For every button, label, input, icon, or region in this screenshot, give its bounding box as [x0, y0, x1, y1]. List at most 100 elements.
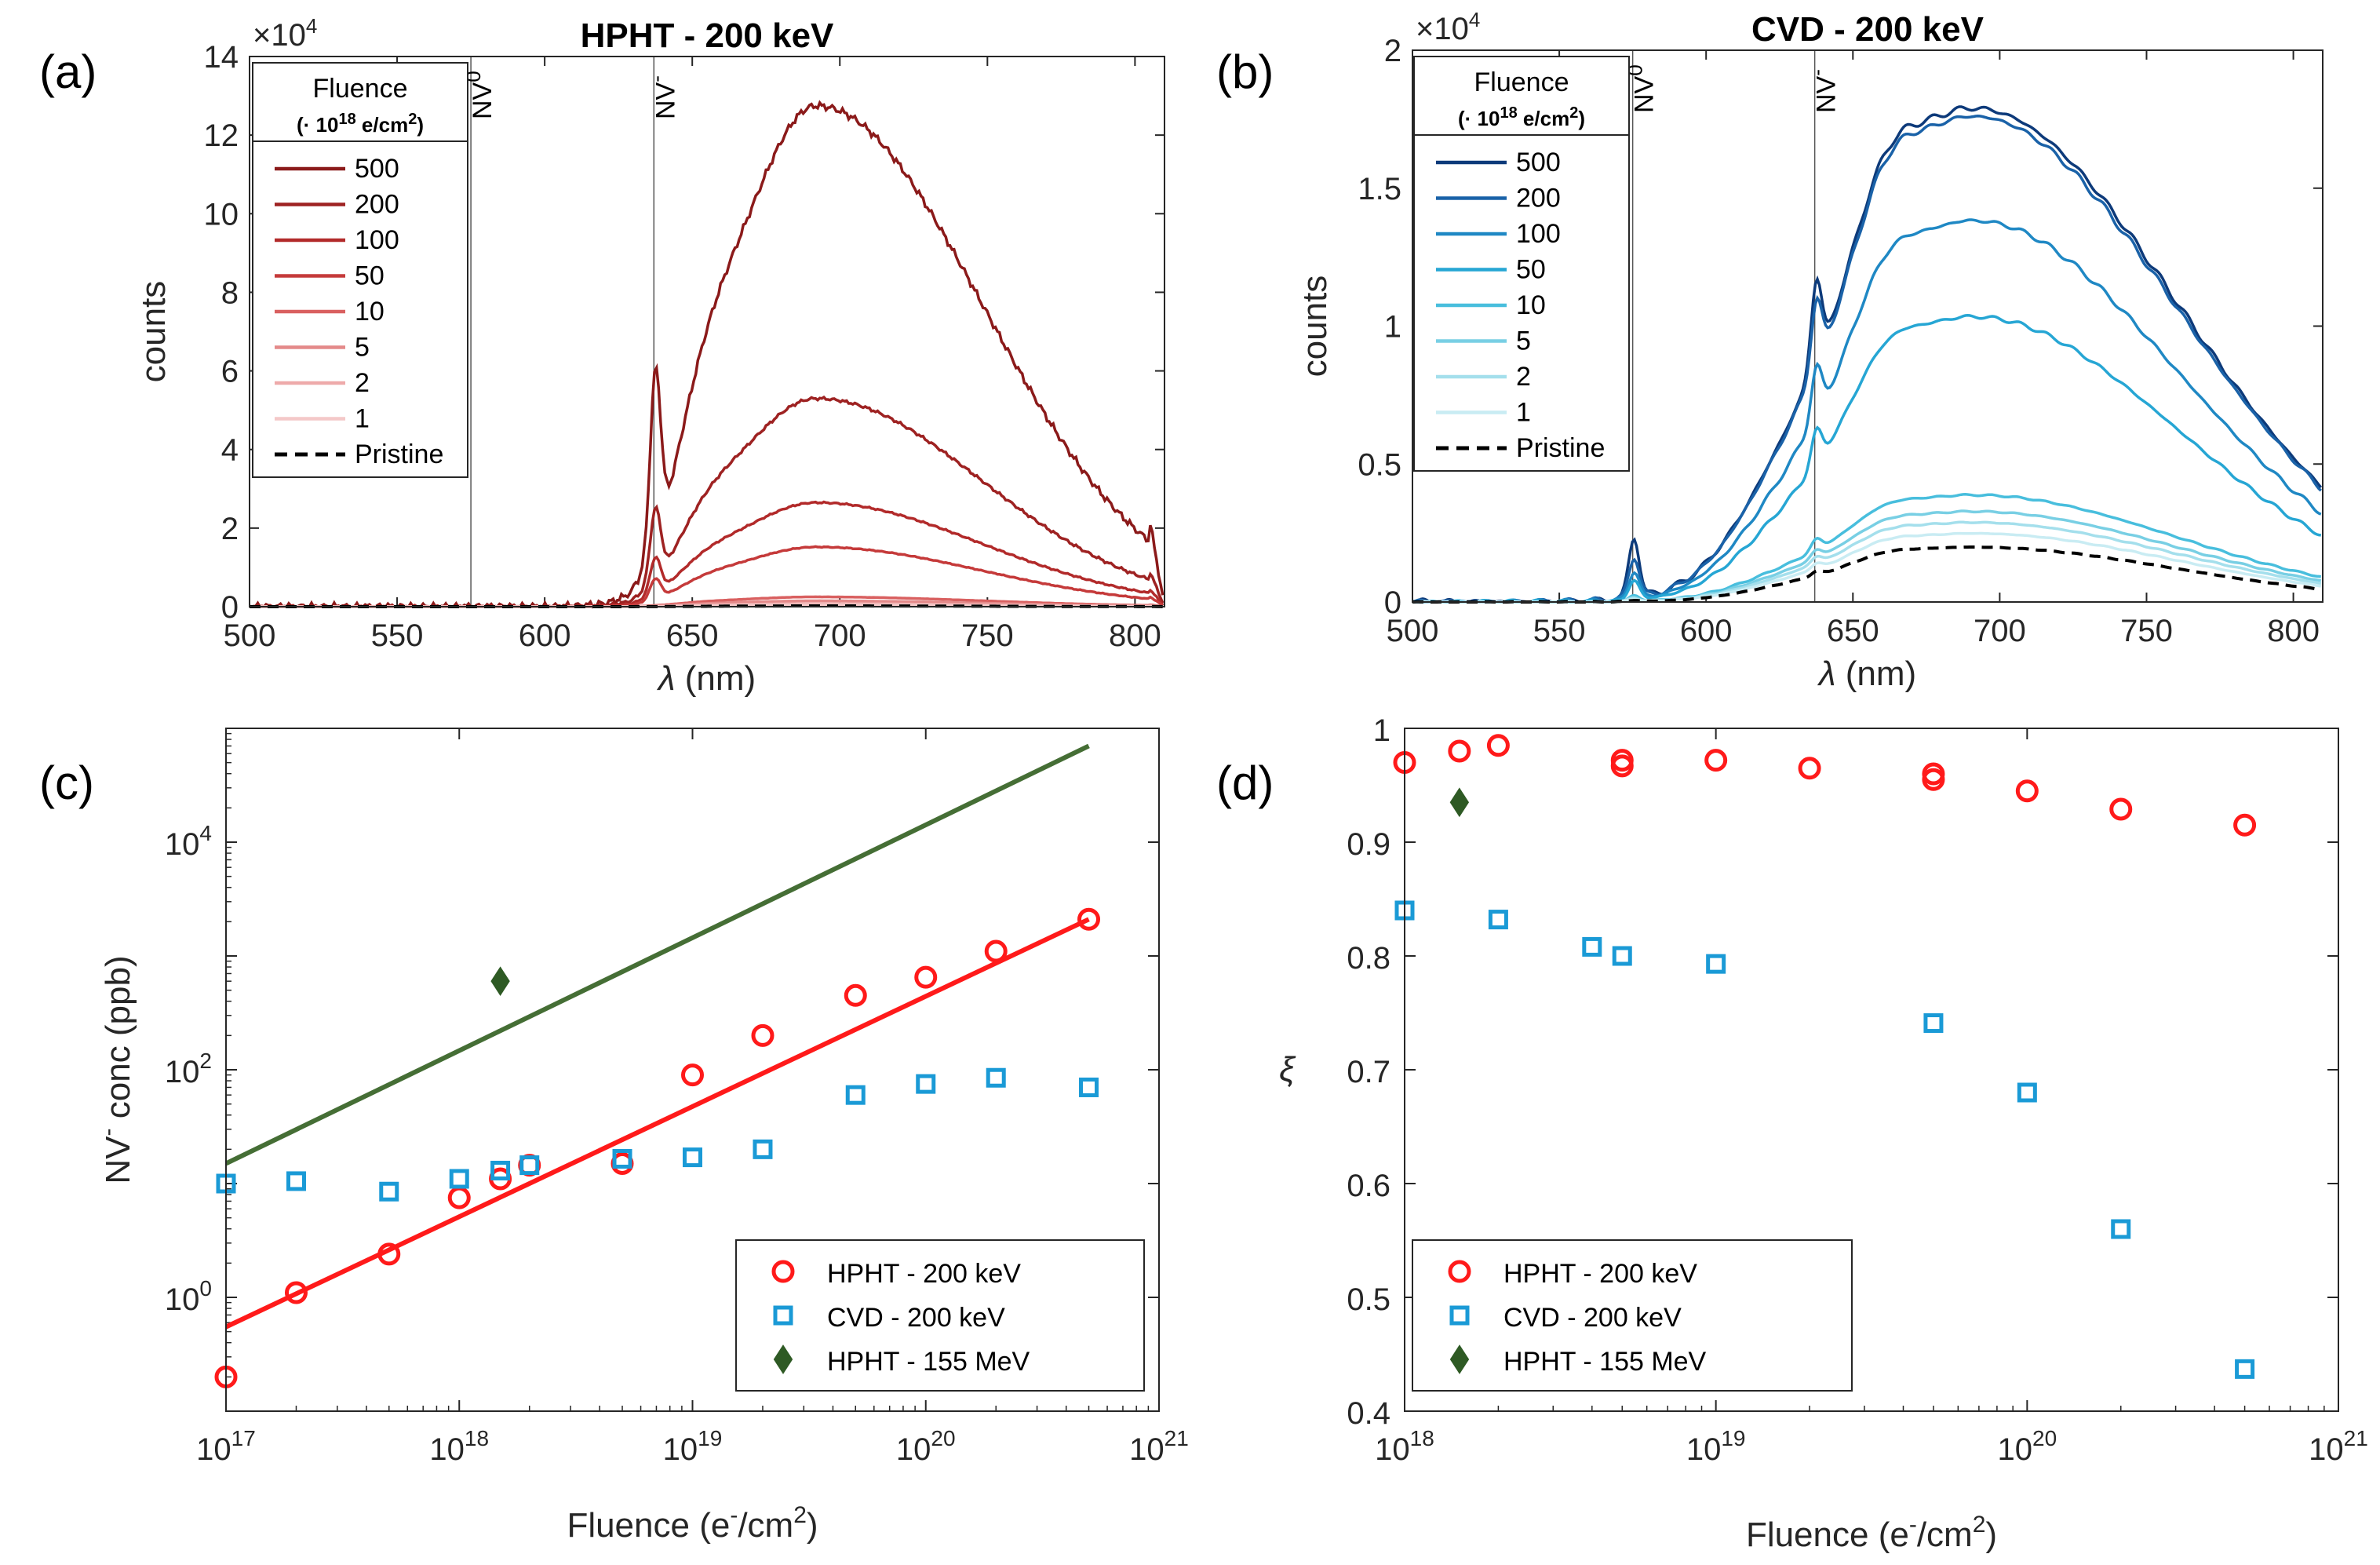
series-square	[216, 1067, 1099, 1202]
legend-marker	[773, 1305, 793, 1326]
x-tick-label: 650	[1827, 614, 1879, 648]
y-tick-label: 0.9	[1347, 827, 1390, 862]
data-point	[916, 1074, 936, 1094]
legend-entry: 200	[1516, 184, 1561, 213]
y-tick-label: 1	[1373, 713, 1390, 748]
x-tick-label: 1019	[663, 1426, 723, 1467]
x-tick-label: 550	[371, 618, 424, 653]
x-tick-label: 600	[1680, 614, 1733, 648]
data-point	[490, 966, 510, 997]
x-tick-label: 1018	[429, 1426, 489, 1467]
series-line-1	[1412, 531, 2322, 604]
legend: Fluence (· 1018 e/cm2) 500 200 100 50 10 5 2 1 Pri…	[1413, 56, 1630, 472]
legend-entry: 100	[355, 225, 399, 255]
data-point	[1612, 946, 1632, 966]
panel-label: (c)	[39, 757, 94, 809]
x-tick-label: 1020	[896, 1426, 956, 1467]
y-tick-label: 6	[221, 355, 239, 389]
y-multiplier: ×104	[1416, 8, 1480, 46]
y-tick-label: 102	[165, 1049, 212, 1089]
data-point	[844, 983, 867, 1007]
x-axis-label: λ (nm)	[1817, 655, 1916, 693]
panel-label: (b)	[1216, 46, 1274, 98]
y-tick-label: 0.5	[1347, 1282, 1390, 1317]
y-tick-label: 8	[221, 275, 239, 310]
legend-marker	[773, 1344, 793, 1374]
x-tick-label: 1021	[1129, 1426, 1189, 1467]
data-point	[2017, 1082, 2037, 1103]
data-point	[490, 1160, 511, 1180]
data-point	[753, 1139, 773, 1159]
y-axis-label: ξ	[1279, 1050, 1296, 1089]
y-tick-label: 0.4	[1347, 1396, 1390, 1431]
chart-title: HPHT - 200 keV	[581, 16, 834, 55]
nv-line-label: NV-	[1806, 69, 1842, 113]
x-tick-label: 800	[2267, 614, 2320, 648]
series-circle	[1393, 734, 2257, 837]
legend-entry: CVD - 200 keV	[1503, 1303, 1682, 1333]
legend-entry: 5	[355, 333, 370, 363]
nv-line-label: NV0	[1624, 64, 1660, 113]
y-tick-label: 0	[1384, 586, 1401, 620]
legend-box	[735, 1239, 1145, 1392]
axes-box	[1404, 728, 2339, 1412]
y-tick-label: 10	[204, 197, 239, 232]
data-point	[1704, 749, 1728, 772]
data-point	[1448, 739, 1471, 763]
data-point	[986, 1067, 1006, 1088]
x-axis-label: Fluence (e-/cm2)	[1746, 1512, 1997, 1554]
data-point	[1077, 907, 1101, 931]
x-tick-label: 650	[666, 618, 719, 653]
nv-line-label: NV-	[644, 75, 680, 119]
legend-title: Fluence	[1474, 67, 1569, 97]
fit-line	[224, 917, 1090, 1330]
y-tick-label: 1.5	[1358, 172, 1401, 206]
legend-marker	[1449, 1344, 1470, 1374]
x-tick-label: 500	[224, 618, 276, 653]
legend-entry: 500	[355, 154, 399, 184]
y-axis-label: NV- conc (ppb)	[95, 955, 137, 1184]
y-multiplier: ×104	[253, 14, 317, 53]
y-tick-label: 12	[204, 119, 239, 153]
y-tick-label: 2	[1384, 34, 1401, 68]
x-tick-label: 700	[814, 618, 866, 653]
panel-label: (a)	[39, 46, 97, 98]
data-point	[519, 1155, 540, 1176]
legend-entry: 50	[355, 261, 385, 291]
data-point	[683, 1147, 702, 1168]
data-point	[2233, 813, 2257, 837]
axes-box	[1412, 49, 2324, 603]
legend-entry: 2	[355, 368, 370, 398]
legend-marker	[1449, 1305, 1470, 1326]
x-tick-label: 1021	[2309, 1426, 2368, 1467]
x-tick-label: 1018	[1375, 1426, 1434, 1467]
x-axis-label: λ (nm)	[657, 659, 756, 698]
legend-entry: Pristine	[355, 440, 443, 469]
x-tick-label: 600	[519, 618, 571, 653]
data-point	[751, 1023, 775, 1047]
legend: HPHT - 200 keV CVD - 200 keV HPHT - 155 Me…	[1412, 1239, 1853, 1392]
legend-entry: HPHT - 155 MeV	[827, 1347, 1030, 1377]
data-point	[681, 1063, 704, 1087]
data-point	[379, 1181, 399, 1202]
data-point	[1079, 1077, 1099, 1097]
panel-c: (c) 1017 1018 1019 1020 1021 100 102 104 Fluence …	[39, 728, 1189, 1545]
axes-box	[225, 728, 1160, 1412]
data-point	[612, 1148, 632, 1169]
y-tick-label: 2	[221, 512, 239, 546]
data-point	[2111, 1219, 2131, 1239]
x-axis-label: Fluence (e-/cm2)	[567, 1502, 818, 1545]
legend-box	[252, 62, 468, 478]
panel-label: (d)	[1216, 757, 1274, 809]
legend-entry: 1	[355, 404, 370, 434]
chart-title: CVD - 200 keV	[1751, 10, 1985, 49]
fit-line	[224, 743, 1090, 1166]
y-tick-label: 0.5	[1358, 447, 1401, 482]
series-diamond	[490, 966, 510, 997]
data-point	[1486, 734, 1510, 757]
data-point	[845, 1085, 866, 1105]
data-point	[1488, 910, 1508, 930]
